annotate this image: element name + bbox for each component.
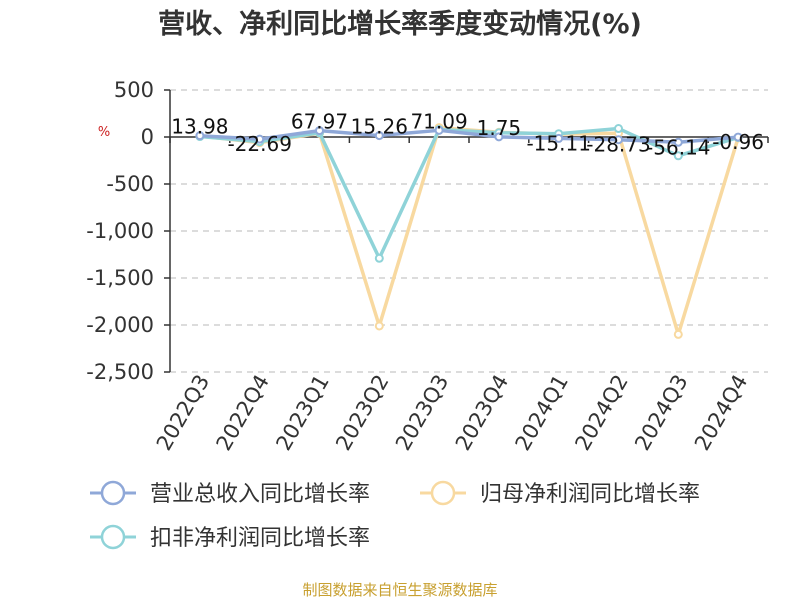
- y-tick-label: -1,500: [86, 266, 154, 290]
- legend-item-2[interactable]: 归母净利润同比增长率: [420, 480, 700, 507]
- data-point[interactable]: [255, 134, 265, 144]
- data-point[interactable]: [614, 135, 623, 145]
- data-point[interactable]: [374, 253, 384, 263]
- data-point[interactable]: [673, 137, 683, 147]
- data-label: 13.98: [171, 115, 228, 139]
- y-tick-labels: 500 0 -500 -1,000 -1,500 -2,000 -2,500: [86, 78, 154, 384]
- y-tick-label: -1,000: [86, 219, 154, 243]
- data-point[interactable]: [315, 126, 324, 136]
- x-tick-label: 2023Q1: [271, 371, 333, 455]
- data-label: 1.75: [477, 116, 522, 140]
- chart-title: 营收、净利同比增长率季度变动情况(%): [158, 8, 642, 40]
- data-label: 71.09: [410, 109, 467, 133]
- data-point[interactable]: [434, 125, 444, 135]
- data-label: -56.14: [646, 135, 710, 159]
- legend-item-1[interactable]: 营业总收入同比增长率: [90, 480, 370, 507]
- x-tick-label: 2022Q3: [152, 371, 214, 455]
- series-1: [195, 125, 743, 147]
- x-tick-label: 2023Q2: [331, 371, 393, 455]
- x-tick-label: 2024Q1: [511, 371, 573, 455]
- data-point[interactable]: [554, 133, 564, 143]
- source-note: 制图数据来自恒生聚源数据库: [302, 581, 497, 599]
- legend-label: 营业总收入同比增长率: [150, 482, 370, 507]
- x-tick-labels: 2022Q32022Q42023Q12023Q22023Q32023Q42024…: [152, 370, 753, 454]
- data-point[interactable]: [195, 131, 205, 141]
- data-point[interactable]: [733, 132, 743, 142]
- data-label: -22.69: [227, 132, 291, 156]
- data-label: 15.26: [351, 115, 408, 139]
- x-tick-label: 2024Q3: [630, 371, 692, 455]
- x-tick-label: 2024Q2: [570, 371, 632, 455]
- x-tick-label: 2022Q4: [212, 371, 274, 455]
- data-point[interactable]: [614, 124, 623, 134]
- legend-label: 扣非净利润同比增长率: [150, 526, 370, 551]
- y-tick-label: 0: [141, 125, 154, 149]
- data-point[interactable]: [374, 321, 384, 331]
- legend-marker: [100, 480, 126, 506]
- y-tick-label: 500: [114, 78, 154, 102]
- legend-marker: [430, 480, 456, 506]
- y-tick-label: -500: [106, 172, 154, 196]
- x-tick-label: 2023Q4: [451, 371, 513, 455]
- data-point[interactable]: [374, 131, 384, 141]
- series-lines: [195, 123, 743, 339]
- y-axis-unit: %: [98, 125, 110, 140]
- x-tick-label: 2024Q4: [690, 371, 752, 455]
- data-label: 67.97: [291, 110, 348, 134]
- data-label: -28.73: [586, 133, 650, 157]
- data-label: -15.11: [526, 131, 590, 155]
- x-tick-label: 2023Q3: [391, 370, 453, 454]
- data-label: -0.96: [712, 130, 764, 154]
- legend-label: 归母净利润同比增长率: [480, 482, 700, 507]
- data-point[interactable]: [673, 329, 683, 339]
- data-point[interactable]: [494, 132, 504, 142]
- series-line: [199, 128, 739, 145]
- y-tick-label: -2,000: [86, 313, 154, 337]
- legend-item-3[interactable]: 扣非净利润同比增长率: [90, 524, 370, 551]
- y-tick-label: -2,500: [86, 360, 154, 384]
- legend-marker: [100, 524, 126, 550]
- grid-lines: [170, 89, 768, 373]
- data-point[interactable]: [673, 151, 683, 161]
